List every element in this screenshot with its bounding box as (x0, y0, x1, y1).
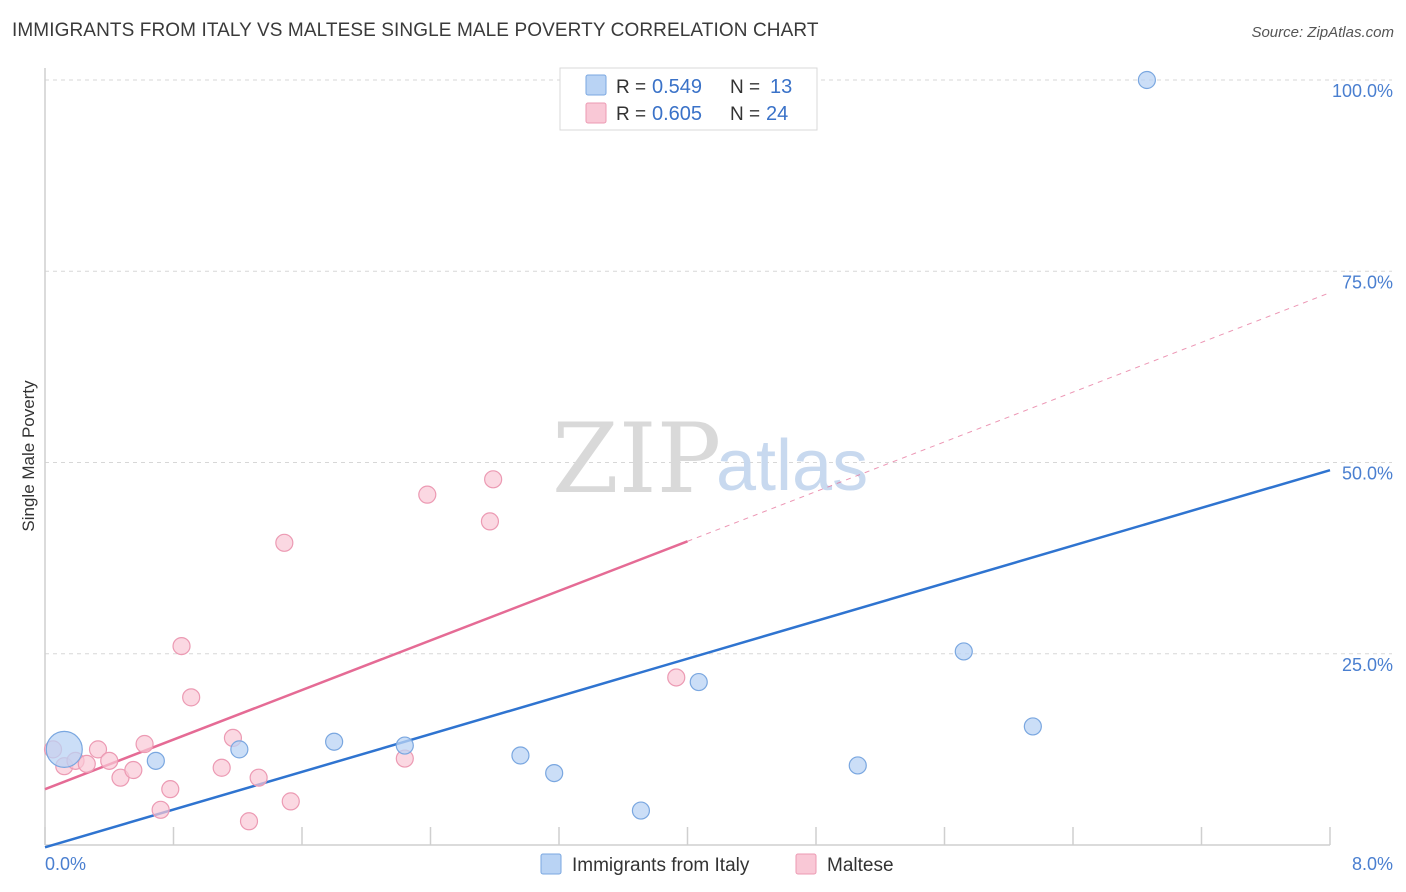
data-points (43, 70, 1156, 831)
watermark-zip: ZIP (552, 403, 721, 515)
point-maltese-13 (212, 758, 231, 777)
point-italy-8 (689, 672, 708, 692)
legend-n-value-2: 24 (766, 103, 788, 125)
axes (44, 68, 1331, 846)
point-italy-0 (45, 730, 83, 768)
bottom-legend-swatch-blue (540, 853, 562, 875)
legend-swatch-pink (585, 102, 607, 124)
x-tick-label-0: 0.0% (45, 854, 86, 874)
bottom-legend: Immigrants from Italy Maltese (540, 853, 894, 876)
bottom-legend-label-maltese: Maltese (827, 855, 894, 876)
legend-r-value-2: 0.605 (652, 103, 702, 125)
chart-title: IMMIGRANTS FROM ITALY VS MALTESE SINGLE … (12, 20, 819, 41)
trend-lines (44, 292, 1331, 849)
grid-lines (45, 79, 1392, 655)
point-italy-10 (954, 642, 973, 661)
point-italy-12 (1137, 70, 1156, 90)
legend-r-label-2: R = (616, 104, 646, 125)
point-italy-5 (511, 746, 530, 765)
x-tick-labels: 0.0% 8.0% (45, 854, 1393, 874)
point-italy-1 (146, 751, 165, 770)
point-italy-2 (230, 740, 249, 759)
legend-r-label-1: R = (616, 77, 646, 98)
point-maltese-9 (151, 800, 170, 819)
point-maltese-15 (239, 812, 259, 831)
point-maltese-3 (77, 754, 96, 774)
point-maltese-10 (161, 780, 180, 799)
y-tick-label-25: 25.0% (1342, 655, 1393, 675)
point-maltese-21 (480, 512, 500, 531)
point-maltese-8 (135, 734, 154, 754)
trend-line-italy (44, 468, 1331, 849)
point-maltese-12 (182, 688, 201, 707)
legend-n-label-1: N = (730, 77, 760, 98)
legend: R = 0.549 N = 13 R = 0.605 N = 24 (559, 67, 818, 131)
watermark-atlas: atlas (716, 426, 868, 506)
trend-line-maltese-extension (687, 292, 1331, 542)
bottom-legend-label-italy: Immigrants from Italy (572, 855, 750, 876)
bottom-legend-swatch-pink (795, 853, 817, 875)
point-maltese-17 (275, 533, 294, 552)
point-italy-6 (545, 763, 564, 783)
y-tick-labels: 25.0% 50.0% 75.0% 100.0% (1332, 81, 1393, 675)
source-label: Source: ZipAtlas.com (1251, 24, 1394, 41)
y-tick-label-50: 50.0% (1342, 464, 1393, 484)
watermark: ZIP atlas (552, 403, 868, 515)
point-italy-11 (1023, 717, 1042, 736)
y-axis-label: Single Male Poverty (19, 380, 38, 532)
y-tick-label-75: 75.0% (1342, 272, 1393, 292)
point-maltese-4 (88, 740, 108, 759)
point-italy-9 (848, 756, 867, 775)
legend-swatch-blue (585, 74, 607, 96)
x-tick-label-8: 8.0% (1352, 854, 1393, 874)
point-maltese-23 (667, 668, 686, 687)
y-tick-label-100: 100.0% (1332, 81, 1393, 101)
point-maltese-7 (124, 760, 143, 780)
point-italy-7 (631, 801, 651, 820)
legend-n-label-2: N = (730, 104, 760, 125)
point-maltese-22 (484, 470, 503, 489)
point-maltese-18 (281, 792, 300, 811)
point-maltese-5 (100, 751, 119, 770)
legend-n-value-1: 13 (770, 76, 792, 98)
point-maltese-11 (172, 636, 191, 656)
legend-r-value-1: 0.549 (652, 76, 702, 98)
point-italy-3 (325, 732, 344, 751)
point-maltese-16 (249, 768, 268, 787)
point-italy-4 (395, 736, 414, 755)
point-maltese-20 (418, 485, 437, 504)
